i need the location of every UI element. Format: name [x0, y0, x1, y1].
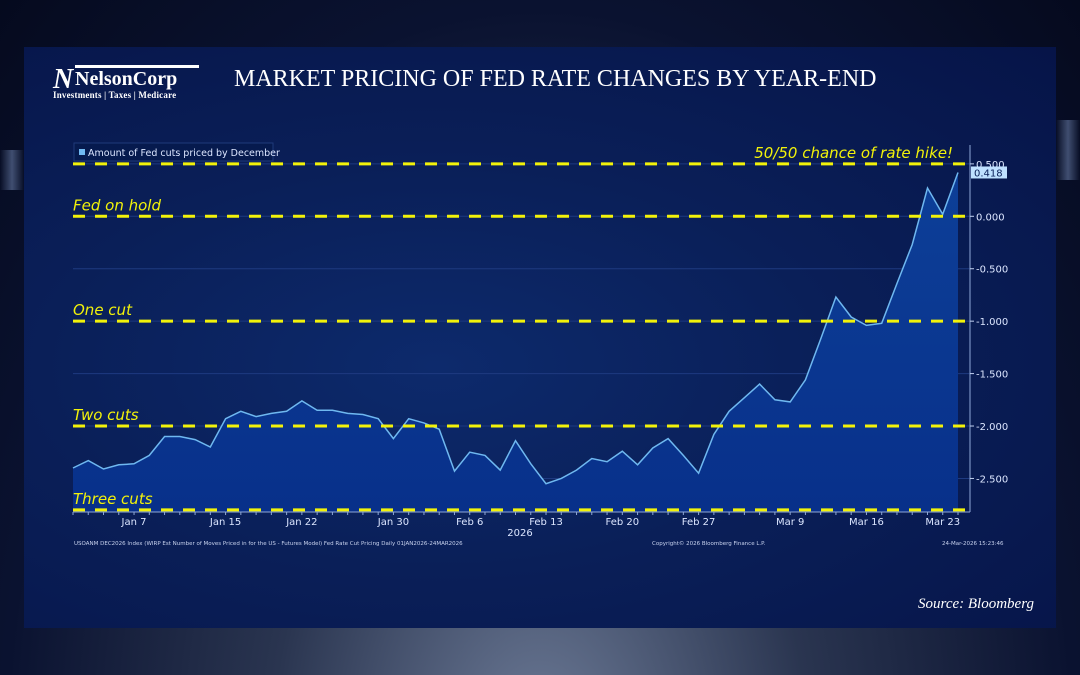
- y-tick-label: -0.500: [976, 265, 1008, 276]
- legend-swatch: [79, 149, 85, 155]
- x-tick-label: Mar 16: [849, 517, 884, 528]
- annotation-label: One cut: [73, 301, 133, 319]
- x-tick-label: Jan 22: [285, 517, 317, 528]
- x-tick-label: Mar 9: [776, 517, 804, 528]
- annotation-label: Two cuts: [73, 406, 139, 424]
- x-tick-label: Mar 23: [925, 517, 960, 528]
- y-tick-label: -2.000: [976, 422, 1008, 433]
- x-tick-label: Jan 7: [121, 517, 147, 528]
- y-tick-label: 0.000: [976, 212, 1005, 223]
- background-stripe: [1056, 120, 1080, 180]
- legend-box: [73, 142, 274, 162]
- series-area: [73, 172, 958, 512]
- background-stripe: [0, 150, 24, 190]
- footer-copyright: Copyright© 2026 Bloomberg Finance L.P.: [652, 541, 766, 547]
- page-title: MARKET PRICING OF FED RATE CHANGES BY YE…: [234, 66, 877, 92]
- x-tick-label: Feb 27: [682, 517, 716, 528]
- footer-index-description: USOANM DEC2026 Index (WIRP Est Number of…: [74, 541, 463, 547]
- logo-name: NelsonCorp: [75, 68, 178, 90]
- y-tick-label: 0.500: [976, 160, 1005, 171]
- last-value-tag: [971, 166, 1007, 179]
- annotation-label: Fed on hold: [73, 196, 161, 214]
- x-tick-label: Feb 20: [606, 517, 640, 528]
- annotation-label: 50/50 chance of rate hike!: [754, 144, 953, 162]
- y-tick-label: -1.500: [976, 370, 1008, 381]
- logo-tagline: Investments | Taxes | Medicare: [53, 90, 177, 100]
- x-tick-label: Feb 13: [529, 517, 563, 528]
- legend-label: Amount of Fed cuts priced by December: [88, 148, 280, 159]
- annotation-label: Three cuts: [73, 490, 153, 508]
- x-tick-label: Feb 6: [456, 517, 483, 528]
- footer-timestamp: 24-Mar-2026 15:23:46: [942, 541, 1004, 547]
- x-tick-label: Jan 30: [377, 517, 409, 528]
- y-tick-label: -1.000: [976, 317, 1008, 328]
- last-value-label: 0.418: [974, 168, 1003, 179]
- logo-mark: N: [53, 64, 73, 95]
- logo-bar: [75, 65, 199, 68]
- source-note: Source: Bloomberg: [918, 596, 1034, 612]
- y-tick-label: -2.500: [976, 474, 1008, 485]
- x-axis-label: 2026: [507, 528, 532, 539]
- x-tick-label: Jan 15: [209, 517, 241, 528]
